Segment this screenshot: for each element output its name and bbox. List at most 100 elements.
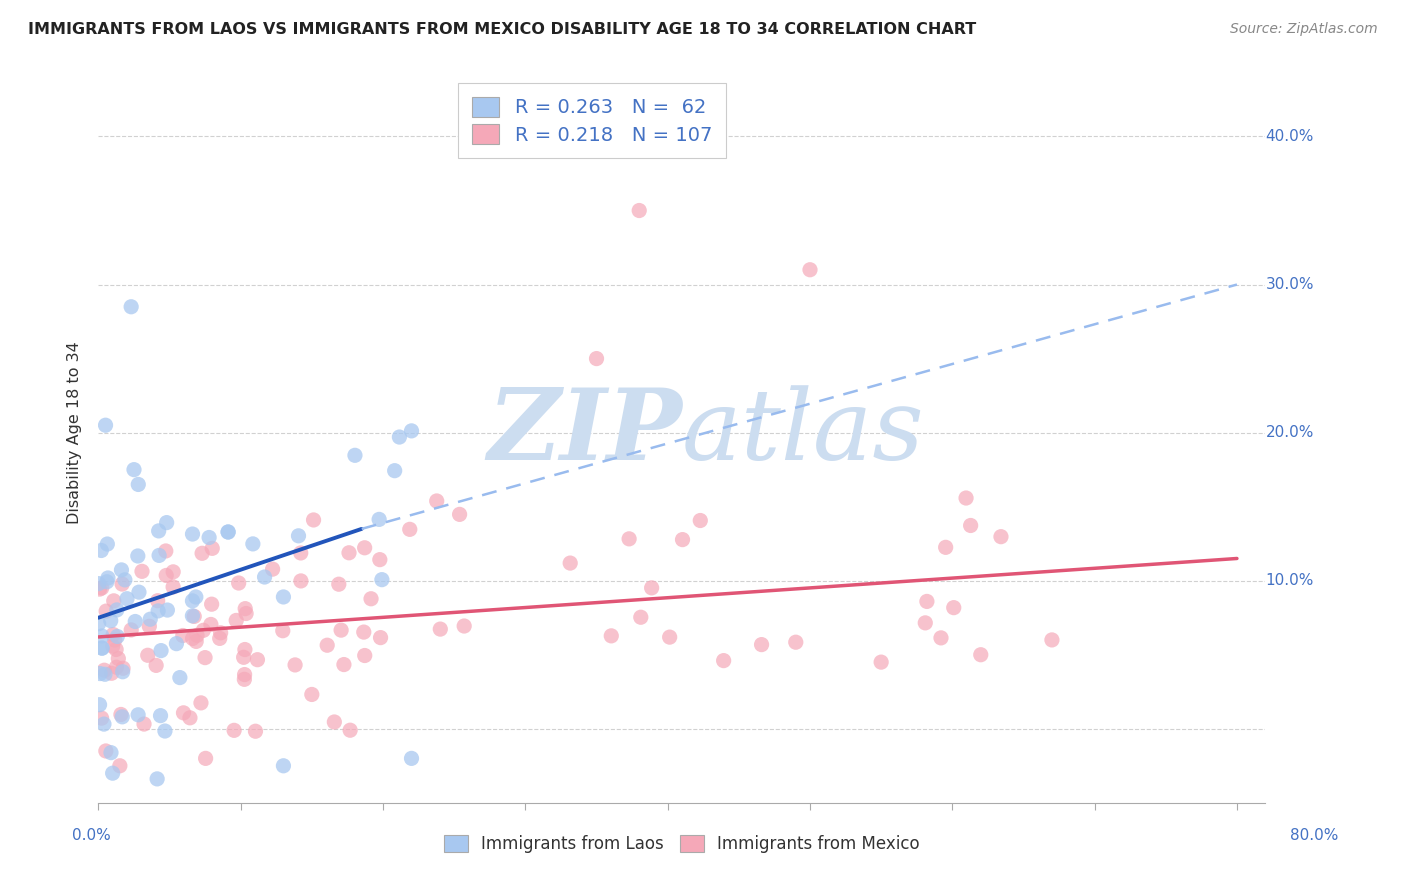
Point <box>201 597 224 611</box>
Point <box>225 614 247 628</box>
Point <box>186 628 208 642</box>
Point <box>103 594 125 608</box>
Point <box>242 537 264 551</box>
Point <box>105 630 128 644</box>
Point <box>132 717 155 731</box>
Point <box>799 262 821 277</box>
Point <box>233 642 256 657</box>
Point <box>273 590 295 604</box>
Point <box>101 627 124 641</box>
Point <box>337 546 360 560</box>
Point <box>398 522 420 536</box>
Point <box>217 524 239 539</box>
Point <box>165 637 187 651</box>
Point <box>929 631 952 645</box>
Legend: Immigrants from Laos, Immigrants from Mexico: Immigrants from Laos, Immigrants from Me… <box>436 826 928 861</box>
Text: 80.0%: 80.0% <box>1291 828 1339 843</box>
Point <box>955 491 977 505</box>
Point <box>94 744 117 758</box>
Point <box>110 563 132 577</box>
Point <box>155 568 177 582</box>
Point <box>353 541 375 555</box>
Point <box>127 477 149 491</box>
Point <box>169 671 191 685</box>
Point <box>112 661 135 675</box>
Point <box>146 772 169 786</box>
Point <box>235 607 257 621</box>
Point <box>148 524 170 538</box>
Text: 40.0%: 40.0% <box>1265 129 1313 144</box>
Point <box>97 571 120 585</box>
Point <box>90 543 112 558</box>
Point <box>186 634 208 648</box>
Point <box>560 556 582 570</box>
Point <box>191 546 214 560</box>
Point <box>128 585 150 599</box>
Point <box>138 619 160 633</box>
Point <box>148 549 170 563</box>
Point <box>194 650 217 665</box>
Point <box>914 615 936 630</box>
Point <box>384 464 406 478</box>
Point <box>370 631 392 645</box>
Point <box>100 666 122 681</box>
Point <box>713 654 735 668</box>
Point <box>193 624 215 638</box>
Point <box>453 619 475 633</box>
Point <box>671 533 693 547</box>
Point <box>284 657 307 672</box>
Point <box>630 610 652 624</box>
Point <box>970 648 993 662</box>
Point <box>111 665 134 679</box>
Point <box>302 513 325 527</box>
Point <box>93 717 115 731</box>
Y-axis label: Disability Age 18 to 34: Disability Age 18 to 34 <box>67 342 83 524</box>
Point <box>101 766 124 780</box>
Point <box>101 639 124 653</box>
Point <box>959 518 981 533</box>
Point <box>273 758 295 772</box>
Point <box>90 581 112 595</box>
Point <box>89 666 111 681</box>
Text: atlas: atlas <box>682 385 925 480</box>
Point <box>93 663 115 677</box>
Point <box>224 723 246 738</box>
Point <box>156 516 179 530</box>
Point <box>120 623 142 637</box>
Point <box>353 648 375 663</box>
Point <box>90 629 112 643</box>
Point <box>91 641 114 656</box>
Point <box>232 650 254 665</box>
Text: ZIP: ZIP <box>486 384 682 481</box>
Point <box>156 603 179 617</box>
Text: 30.0%: 30.0% <box>1265 277 1313 292</box>
Point <box>149 708 172 723</box>
Point <box>145 658 167 673</box>
Point <box>201 541 224 556</box>
Point <box>181 632 204 646</box>
Point <box>617 532 640 546</box>
Text: 10.0%: 10.0% <box>1265 574 1313 588</box>
Point <box>105 660 128 674</box>
Point <box>131 565 153 579</box>
Point <box>89 582 111 596</box>
Point <box>751 638 773 652</box>
Point <box>173 706 195 720</box>
Point <box>371 573 394 587</box>
Point <box>689 514 711 528</box>
Point <box>122 462 145 476</box>
Point <box>139 612 162 626</box>
Point <box>658 630 681 644</box>
Point <box>94 667 117 681</box>
Point <box>262 562 284 576</box>
Point <box>89 698 111 712</box>
Point <box>253 570 276 584</box>
Point <box>100 614 122 628</box>
Point <box>155 544 177 558</box>
Point <box>194 751 217 765</box>
Point <box>942 600 965 615</box>
Point <box>333 657 356 672</box>
Point <box>246 653 269 667</box>
Point <box>115 591 138 606</box>
Point <box>368 552 391 566</box>
